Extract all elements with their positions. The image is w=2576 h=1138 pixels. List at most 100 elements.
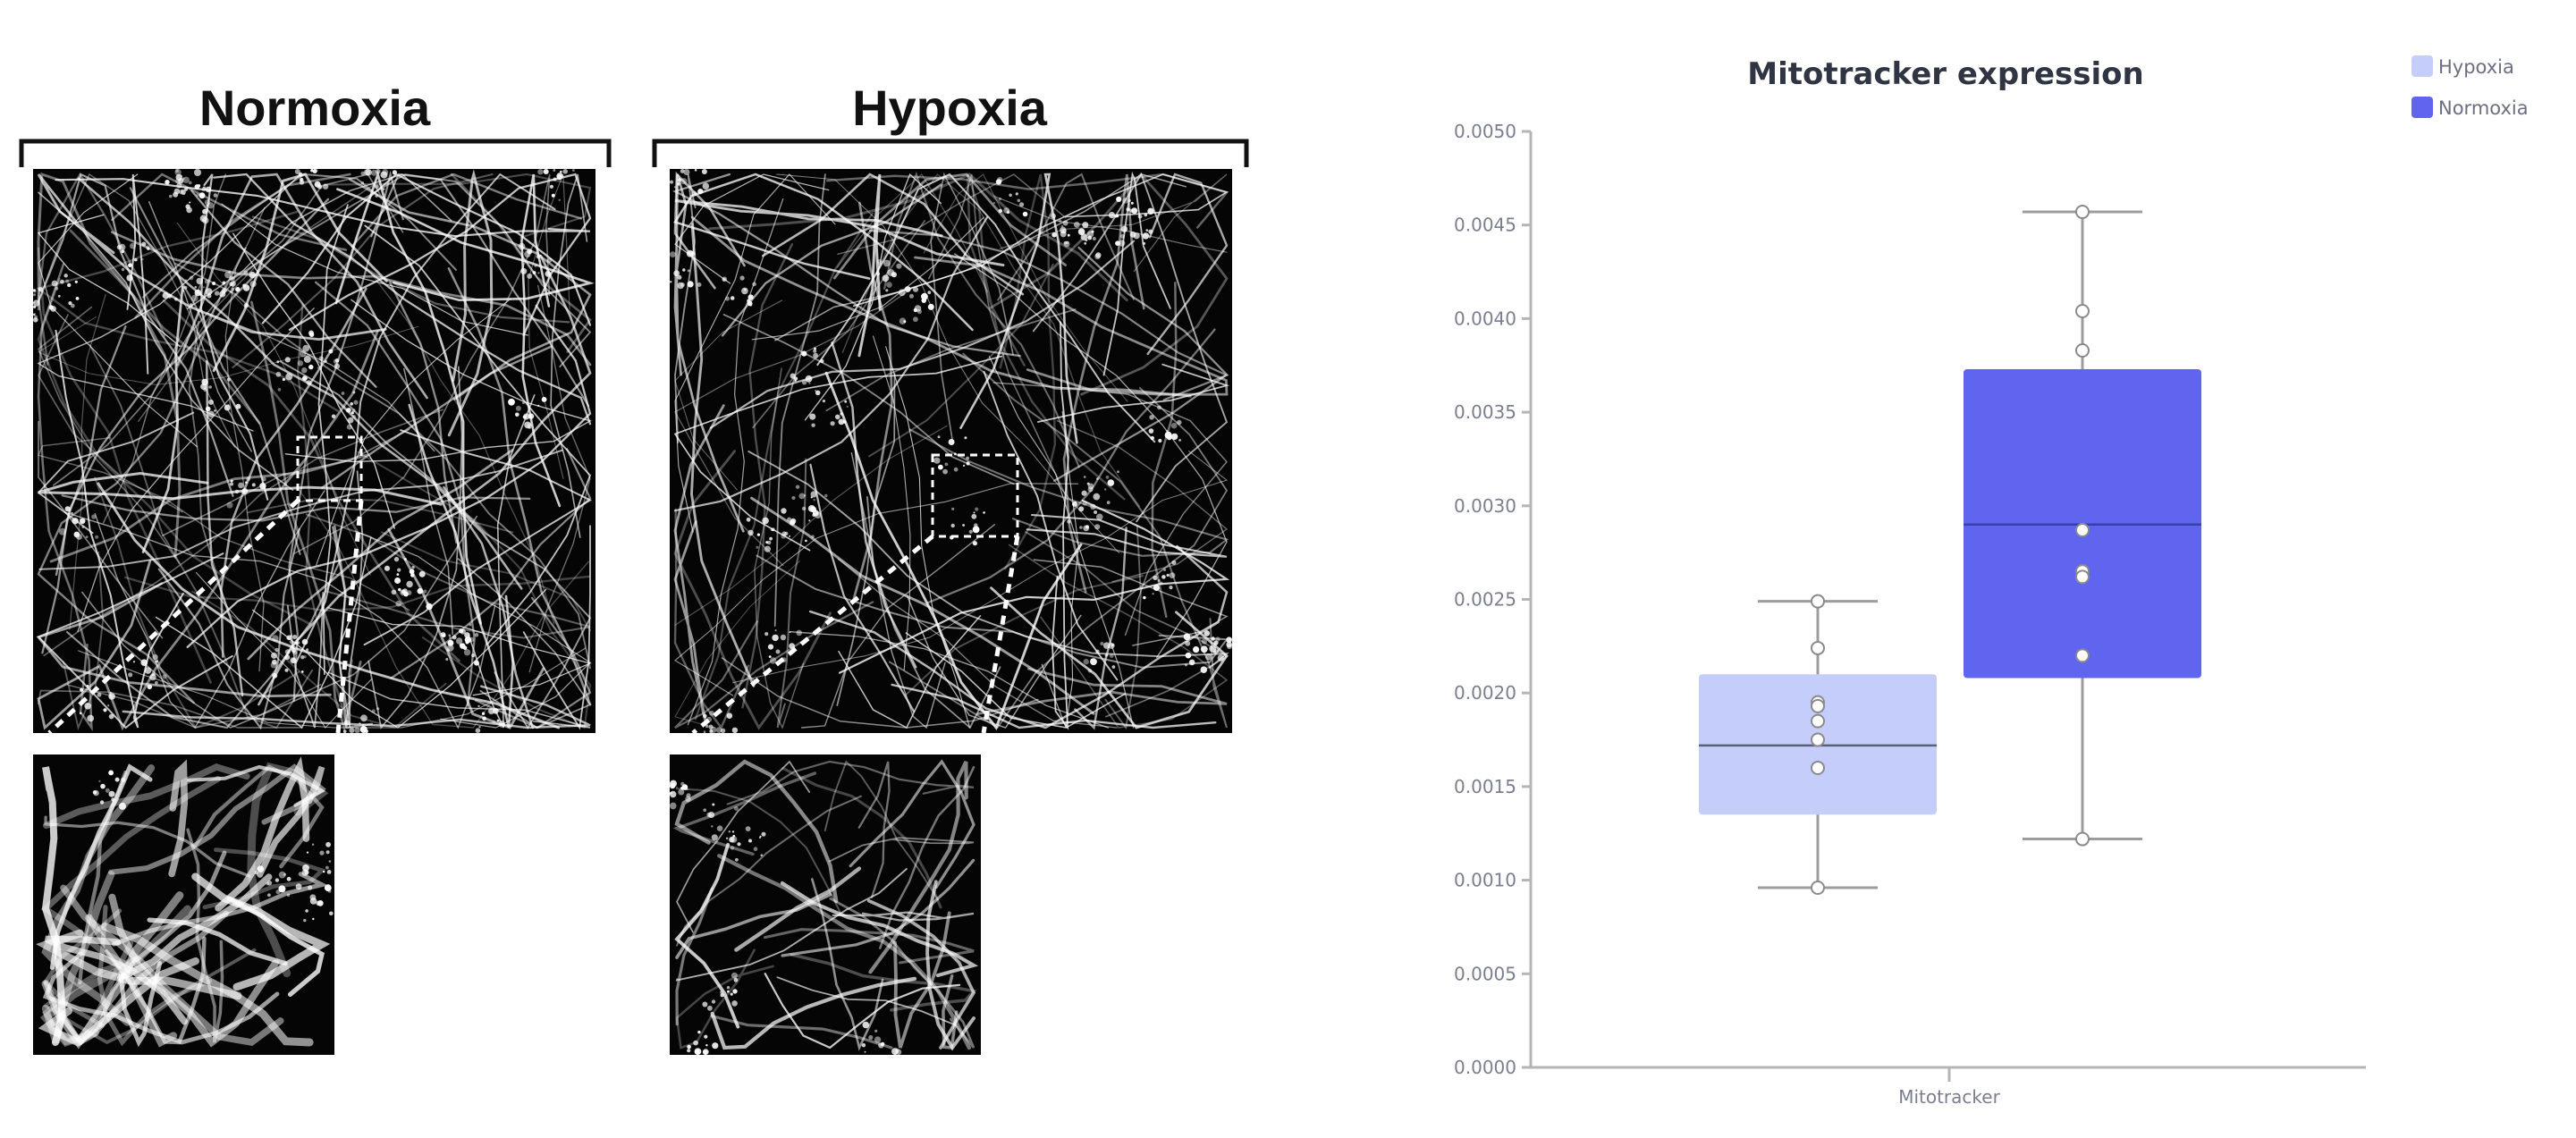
cluster-dot bbox=[1164, 431, 1172, 439]
legend-swatch[interactable] bbox=[2411, 55, 2433, 77]
fiber bbox=[49, 763, 153, 971]
fiber bbox=[364, 224, 592, 645]
cluster-dot bbox=[808, 519, 811, 522]
cluster-dot bbox=[447, 639, 454, 646]
cluster-dot bbox=[351, 411, 354, 415]
cluster-dot bbox=[186, 207, 192, 214]
cluster-dot bbox=[795, 485, 800, 489]
cluster-dot bbox=[1215, 636, 1220, 642]
cluster-dot bbox=[874, 1029, 878, 1033]
cluster-dot bbox=[764, 632, 769, 636]
fiber bbox=[38, 420, 164, 639]
cluster-dot bbox=[1153, 575, 1158, 580]
cluster-dot bbox=[345, 408, 351, 413]
cluster-dot bbox=[830, 421, 835, 426]
cluster-dot bbox=[875, 272, 881, 276]
cluster-dot bbox=[183, 285, 188, 290]
cluster-dot bbox=[803, 494, 807, 497]
fiber bbox=[176, 222, 371, 576]
cluster-dot bbox=[263, 485, 266, 488]
cluster-dot bbox=[739, 275, 745, 281]
cluster-dot bbox=[725, 837, 729, 839]
cluster-dot bbox=[214, 409, 216, 412]
legend-label[interactable]: Hypoxia bbox=[2438, 56, 2514, 78]
cluster-dot bbox=[275, 371, 282, 377]
cluster-dot bbox=[687, 269, 690, 273]
cluster-dot bbox=[846, 405, 849, 408]
cluster-dot bbox=[731, 1000, 738, 1007]
cluster-dot bbox=[916, 309, 922, 315]
cluster-dot bbox=[180, 174, 183, 177]
cluster-dot bbox=[886, 282, 892, 288]
cluster-dot bbox=[105, 788, 110, 793]
cluster-dot bbox=[91, 514, 97, 519]
cluster-dot bbox=[1170, 422, 1178, 429]
fiber bbox=[123, 575, 591, 612]
cluster-dot bbox=[1226, 641, 1232, 648]
fiber bbox=[38, 957, 199, 1047]
cluster-dot bbox=[276, 360, 280, 364]
cluster-dot bbox=[730, 296, 735, 300]
cluster-dot bbox=[194, 285, 198, 289]
cluster-dot bbox=[711, 999, 716, 1004]
cluster-dot bbox=[962, 524, 965, 527]
cluster-dot bbox=[308, 332, 315, 337]
cluster-dot bbox=[546, 257, 553, 263]
hypoxia-inset-image bbox=[670, 759, 979, 1055]
legend-label[interactable]: Normoxia bbox=[2438, 97, 2529, 119]
legend-swatch[interactable] bbox=[2411, 97, 2433, 118]
cluster-dot bbox=[551, 193, 555, 198]
cluster-dot bbox=[165, 180, 170, 185]
cluster-dot bbox=[1116, 196, 1122, 202]
fiber bbox=[673, 173, 974, 332]
cluster-dot bbox=[226, 502, 233, 509]
fiber bbox=[367, 366, 463, 729]
cluster-dot bbox=[954, 452, 957, 456]
cluster-dot bbox=[229, 290, 232, 293]
fiber bbox=[168, 759, 189, 878]
fiber bbox=[673, 404, 725, 729]
cluster-dot bbox=[79, 712, 82, 715]
cluster-dot bbox=[1081, 490, 1087, 496]
hypoxia-zoom-box bbox=[931, 453, 1019, 538]
fiber bbox=[868, 229, 1229, 401]
cluster-dot bbox=[685, 796, 691, 802]
fiber bbox=[857, 761, 891, 898]
cluster-dot bbox=[245, 481, 248, 484]
cluster-dot bbox=[1159, 581, 1163, 586]
cluster-dot bbox=[325, 359, 327, 363]
cluster-dot bbox=[310, 169, 314, 173]
cluster-dot bbox=[680, 169, 685, 173]
cluster-dot bbox=[810, 491, 817, 498]
cluster-dot bbox=[1163, 569, 1167, 571]
cluster-dot bbox=[811, 535, 815, 538]
cluster-dot bbox=[730, 992, 733, 996]
cluster-dot bbox=[670, 281, 672, 283]
cluster-dot bbox=[753, 847, 758, 851]
fiber bbox=[351, 173, 583, 248]
cluster-dot bbox=[737, 842, 741, 847]
y-tick-label: 0.0035 bbox=[1454, 401, 1516, 423]
fiber bbox=[41, 766, 66, 1046]
cluster-dot bbox=[487, 707, 495, 715]
data-point bbox=[2075, 831, 2090, 847]
cluster-dot bbox=[119, 802, 126, 810]
fiber bbox=[81, 515, 477, 729]
fiber bbox=[675, 948, 774, 1049]
cluster-dot bbox=[445, 658, 449, 661]
cluster-dot bbox=[882, 274, 890, 282]
fiber bbox=[321, 345, 553, 489]
fiber bbox=[694, 212, 874, 721]
fiber bbox=[261, 173, 592, 326]
cluster-dot bbox=[518, 242, 526, 250]
cluster-dot bbox=[299, 350, 307, 358]
cluster-dot bbox=[769, 536, 773, 541]
normoxia-zoom-line bbox=[47, 499, 300, 735]
cluster-dot bbox=[243, 270, 249, 275]
fiber bbox=[38, 471, 443, 506]
cluster-dot bbox=[536, 255, 540, 259]
cluster-dot bbox=[306, 380, 312, 385]
cluster-dot bbox=[927, 303, 934, 310]
cluster-dot bbox=[375, 184, 379, 190]
fiber bbox=[288, 173, 592, 337]
